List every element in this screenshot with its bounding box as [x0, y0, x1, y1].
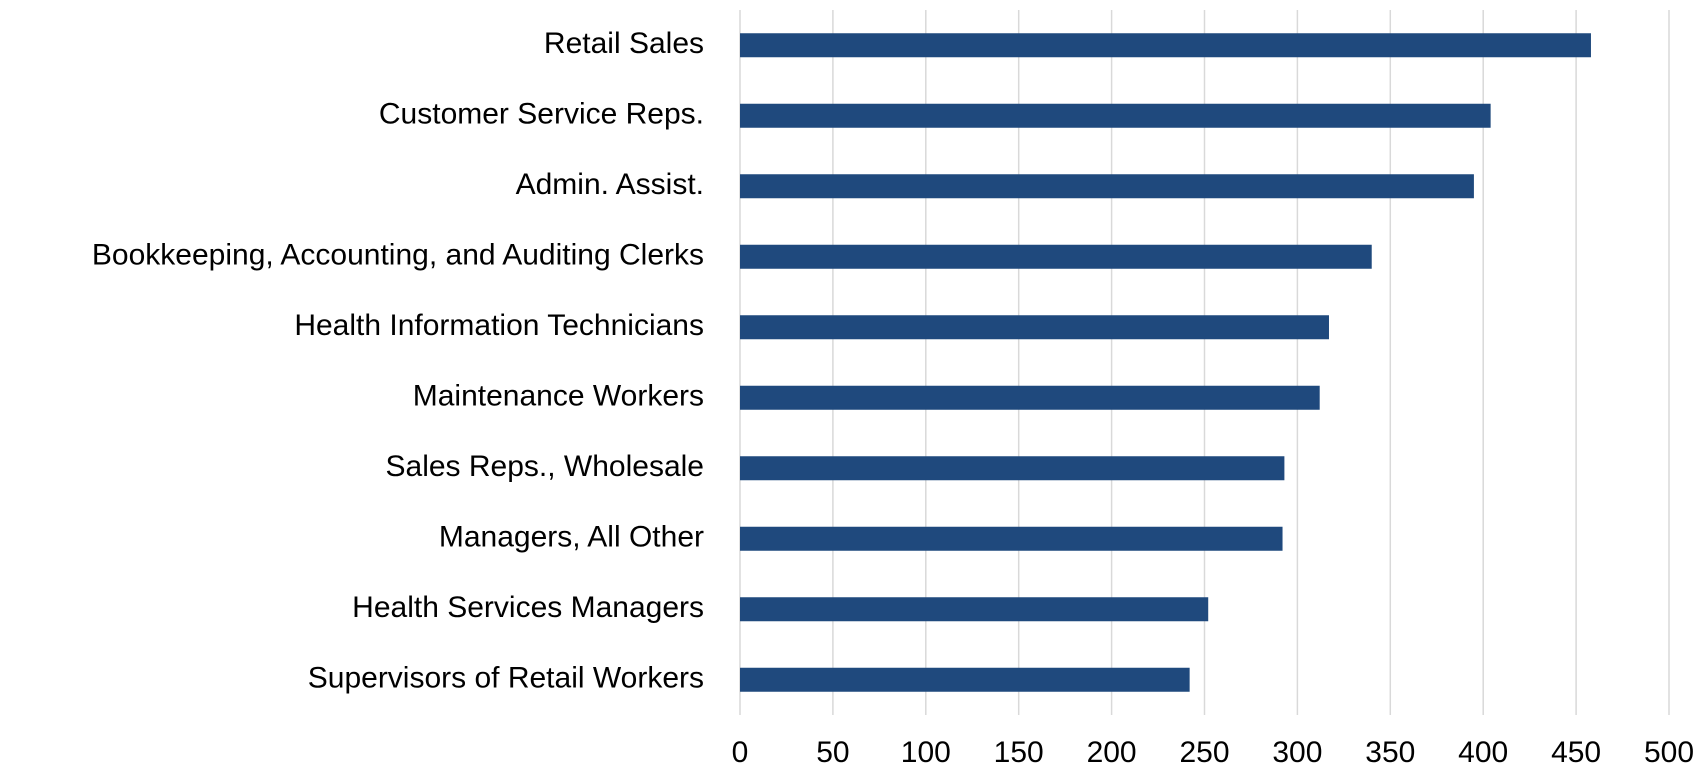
y-tick-label: Maintenance Workers [413, 380, 704, 413]
bar [740, 315, 1329, 340]
y-tick-label: Managers, All Other [439, 521, 704, 554]
y-tick-label: Sales Reps., Wholesale [386, 450, 705, 483]
y-tick-label: Retail Sales [544, 27, 704, 60]
bar [740, 597, 1209, 622]
bar [740, 33, 1591, 58]
x-tick-label: 500 [1644, 736, 1694, 769]
x-tick-label: 400 [1458, 736, 1508, 769]
x-tick-label: 250 [1179, 736, 1229, 769]
x-tick-label: 50 [816, 736, 849, 769]
bar [740, 526, 1283, 551]
bar [740, 456, 1285, 481]
y-tick-label: Bookkeeping, Accounting, and Auditing Cl… [92, 239, 704, 272]
y-tick-label: Customer Service Reps. [379, 98, 704, 131]
bar [740, 667, 1190, 692]
x-tick-label: 350 [1365, 736, 1415, 769]
bar [740, 385, 1320, 410]
x-tick-label: 0 [732, 736, 749, 769]
bar [740, 103, 1491, 128]
y-tick-label: Supervisors of Retail Workers [308, 662, 704, 695]
y-tick-label: Health Services Managers [352, 591, 704, 624]
x-tick-label: 450 [1551, 736, 1601, 769]
x-tick-label: 150 [994, 736, 1044, 769]
x-tick-label: 300 [1272, 736, 1322, 769]
bar [740, 174, 1474, 199]
y-tick-label: Health Information Technicians [294, 309, 704, 342]
bar [740, 244, 1372, 269]
x-tick-label: 200 [1087, 736, 1137, 769]
y-tick-label: Admin. Assist. [516, 168, 704, 201]
x-tick-label: 100 [901, 736, 951, 769]
